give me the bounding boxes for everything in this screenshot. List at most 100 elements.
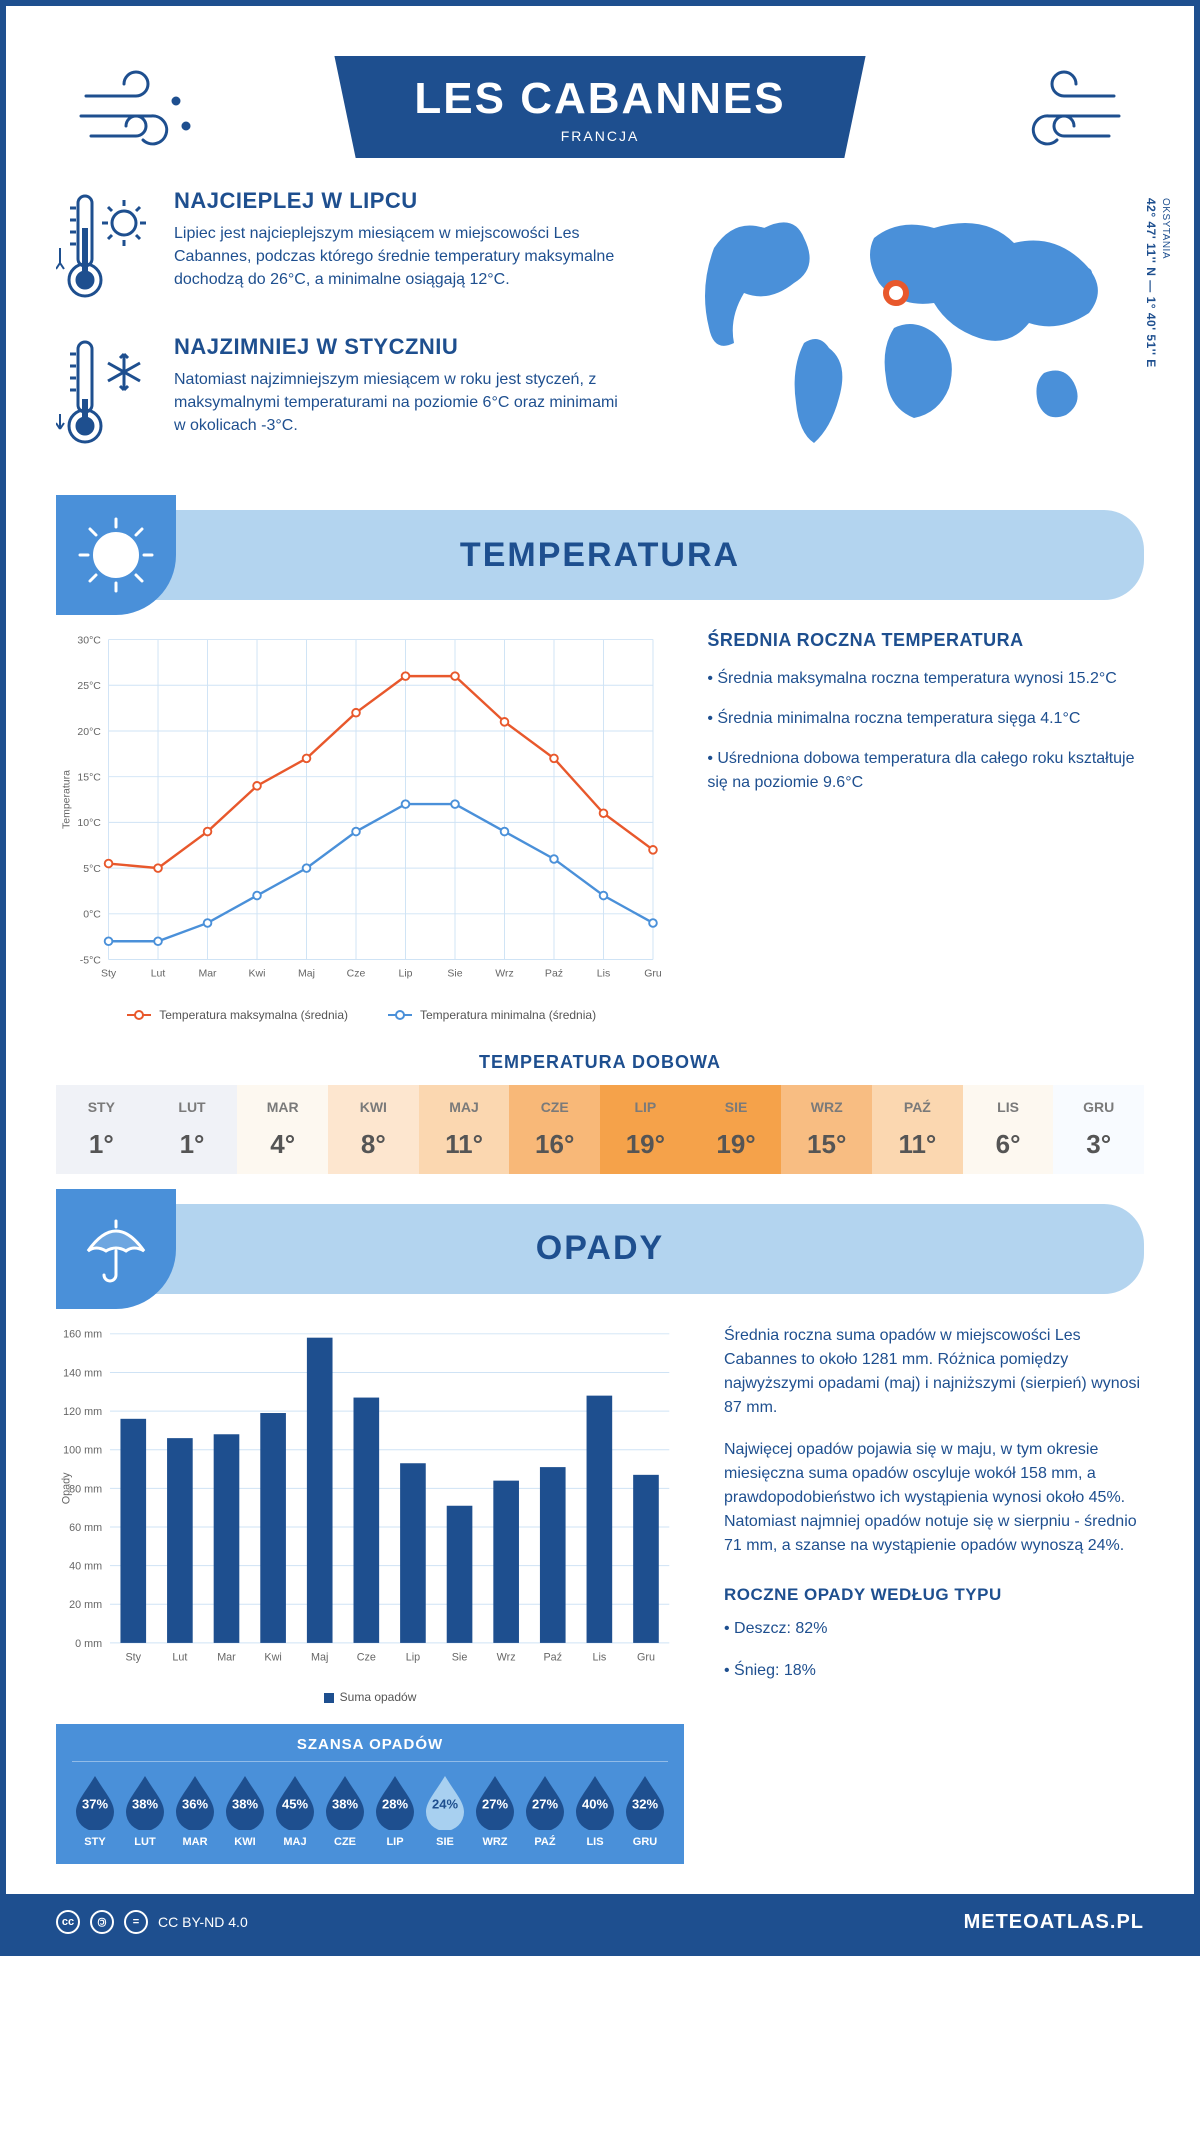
location-marker bbox=[886, 283, 906, 303]
svg-text:Lut: Lut bbox=[151, 968, 166, 980]
svg-text:60 mm: 60 mm bbox=[69, 1522, 102, 1534]
svg-text:Lip: Lip bbox=[406, 1652, 420, 1664]
svg-text:140 mm: 140 mm bbox=[63, 1367, 102, 1379]
temperature-title: TEMPERATURA bbox=[460, 536, 740, 575]
precipitation-chart: 0 mm 20 mm 40 mm 60 mm 80 mm 100 mm 120 mm 140 … bbox=[56, 1324, 684, 1677]
svg-text:120 mm: 120 mm bbox=[63, 1406, 102, 1418]
sun-icon bbox=[76, 515, 156, 595]
header: LES CABANNES FRANCJA bbox=[56, 36, 1144, 188]
page-title: LES CABANNES bbox=[414, 74, 785, 124]
svg-text:Paź: Paź bbox=[543, 1652, 562, 1664]
umbrella-icon bbox=[76, 1209, 156, 1289]
hottest-text: Lipiec jest najcieplejszym miesiącem w m… bbox=[174, 222, 624, 292]
svg-text:Sty: Sty bbox=[125, 1652, 141, 1664]
coordinates: 42° 47' 11'' N — 1° 40' 51'' E bbox=[1144, 198, 1158, 368]
wind-icon bbox=[984, 66, 1124, 166]
avg-temp-b2: • Średnia minimalna roczna temperatura s… bbox=[707, 707, 1144, 731]
avg-temp-title: ŚREDNIA ROCZNA TEMPERATURA bbox=[707, 630, 1144, 651]
chance-drop: 36% MAR bbox=[172, 1772, 218, 1848]
avg-temp-b3: • Uśredniona dobowa temperatura dla całe… bbox=[707, 747, 1144, 795]
svg-text:20 mm: 20 mm bbox=[69, 1599, 102, 1611]
svg-text:Gru: Gru bbox=[637, 1652, 655, 1664]
svg-text:Gru: Gru bbox=[644, 968, 662, 980]
svg-text:Lut: Lut bbox=[172, 1652, 187, 1664]
svg-text:Cze: Cze bbox=[357, 1652, 376, 1664]
precip-p1: Średnia roczna suma opadów w miejscowośc… bbox=[724, 1324, 1144, 1420]
precip-snow: • Śnieg: 18% bbox=[724, 1659, 1144, 1683]
chance-drop: 28% LIP bbox=[372, 1772, 418, 1848]
thermometer-snow-icon bbox=[56, 334, 156, 454]
site-name: METEOATLAS.PL bbox=[964, 1911, 1144, 1934]
svg-text:Mar: Mar bbox=[198, 968, 217, 980]
legend-min: Temperatura minimalna (średnia) bbox=[388, 1008, 596, 1022]
daily-cell: WRZ15° bbox=[781, 1085, 872, 1174]
license-text: CC BY-ND 4.0 bbox=[158, 1914, 248, 1930]
precip-p2: Najwięcej opadów pojawia się w maju, w t… bbox=[724, 1438, 1144, 1558]
svg-text:Opady: Opady bbox=[61, 1472, 73, 1504]
svg-text:Kwi: Kwi bbox=[264, 1652, 281, 1664]
svg-text:Sie: Sie bbox=[447, 968, 462, 980]
daily-cell: CZE16° bbox=[509, 1085, 600, 1174]
thermometer-sun-icon bbox=[56, 188, 156, 308]
world-map: OKSYTANIA 42° 47' 11'' N — 1° 40' 51'' E bbox=[664, 188, 1144, 480]
precip-section-header: OPADY bbox=[56, 1204, 1144, 1294]
by-icon: 🄯 bbox=[90, 1910, 114, 1934]
svg-text:80 mm: 80 mm bbox=[69, 1483, 102, 1495]
legend-max: Temperatura maksymalna (średnia) bbox=[127, 1008, 348, 1022]
svg-text:15°C: 15°C bbox=[77, 772, 101, 784]
precip-type-title: ROCZNE OPADY WEDŁUG TYPU bbox=[724, 1582, 1144, 1608]
svg-text:20°C: 20°C bbox=[77, 726, 101, 738]
daily-cell: LUT1° bbox=[147, 1085, 238, 1174]
coldest-text: Natomiast najzimniejszym miesiącem w rok… bbox=[174, 368, 624, 438]
temperature-chart: -5°C0°C5°C10°C15°C20°C25°C30°CStyLutMarK… bbox=[56, 630, 667, 993]
daily-cell: STY1° bbox=[56, 1085, 147, 1174]
coldest-block: NAJZIMNIEJ W STYCZNIU Natomiast najzimni… bbox=[56, 334, 624, 454]
chance-drop: 40% LIS bbox=[572, 1772, 618, 1848]
daily-cell: LIP19° bbox=[600, 1085, 691, 1174]
region-label: OKSYTANIA bbox=[1160, 198, 1171, 259]
chance-drop: 32% GRU bbox=[622, 1772, 668, 1848]
svg-text:Kwi: Kwi bbox=[249, 968, 266, 980]
svg-text:100 mm: 100 mm bbox=[63, 1445, 102, 1457]
chance-drop: 38% KWI bbox=[222, 1772, 268, 1848]
svg-text:Lis: Lis bbox=[597, 968, 610, 980]
svg-text:Paź: Paź bbox=[545, 968, 563, 980]
hottest-block: NAJCIEPLEJ W LIPCU Lipiec jest najcieple… bbox=[56, 188, 624, 308]
avg-temp-b1: • Średnia maksymalna roczna temperatura … bbox=[707, 667, 1144, 691]
svg-text:0°C: 0°C bbox=[83, 909, 101, 921]
coldest-title: NAJZIMNIEJ W STYCZNIU bbox=[174, 334, 624, 360]
daily-cell: SIE19° bbox=[691, 1085, 782, 1174]
footer: cc 🄯 = CC BY-ND 4.0 METEOATLAS.PL bbox=[6, 1894, 1194, 1950]
chance-drop: 27% WRZ bbox=[472, 1772, 518, 1848]
svg-text:5°C: 5°C bbox=[83, 863, 101, 875]
cc-icon: cc bbox=[56, 1910, 80, 1934]
world-map-svg bbox=[664, 188, 1144, 468]
precip-rain: • Deszcz: 82% bbox=[724, 1617, 1144, 1641]
chance-title: SZANSA OPADÓW bbox=[72, 1736, 668, 1762]
svg-text:Wrz: Wrz bbox=[497, 1652, 516, 1664]
svg-text:30°C: 30°C bbox=[77, 634, 101, 646]
title-banner: LES CABANNES FRANCJA bbox=[334, 56, 865, 158]
chance-drop: 37% STY bbox=[72, 1772, 118, 1848]
svg-text:Maj: Maj bbox=[298, 968, 315, 980]
wind-icon bbox=[76, 66, 216, 166]
precip-legend: Suma opadów bbox=[56, 1690, 684, 1704]
precip-title: OPADY bbox=[536, 1229, 664, 1268]
svg-text:25°C: 25°C bbox=[77, 680, 101, 692]
daily-cell: MAJ11° bbox=[419, 1085, 510, 1174]
svg-text:Sie: Sie bbox=[452, 1652, 468, 1664]
svg-text:40 mm: 40 mm bbox=[69, 1561, 102, 1573]
chance-drop: 27% PAŹ bbox=[522, 1772, 568, 1848]
daily-cell: PAŹ11° bbox=[872, 1085, 963, 1174]
svg-text:Wrz: Wrz bbox=[495, 968, 513, 980]
daily-cell: GRU3° bbox=[1053, 1085, 1144, 1174]
daily-temp-title: TEMPERATURA DOBOWA bbox=[56, 1052, 1144, 1073]
svg-text:Lis: Lis bbox=[592, 1652, 606, 1664]
svg-text:0 mm: 0 mm bbox=[75, 1638, 102, 1650]
svg-text:Sty: Sty bbox=[101, 968, 117, 980]
chance-drop: 45% MAJ bbox=[272, 1772, 318, 1848]
country-label: FRANCJA bbox=[414, 128, 785, 144]
svg-text:10°C: 10°C bbox=[77, 817, 101, 829]
temperature-section-header: TEMPERATURA bbox=[56, 510, 1144, 600]
svg-text:160 mm: 160 mm bbox=[63, 1329, 102, 1341]
